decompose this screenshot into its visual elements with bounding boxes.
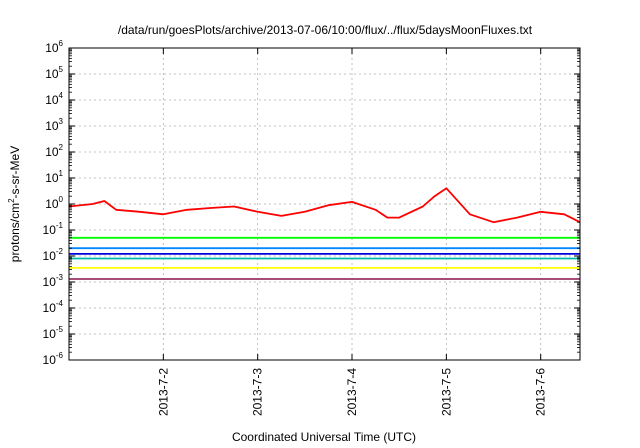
x-tick-label: 2013-7-2 — [156, 368, 170, 416]
y-tick-label: 10-6 — [43, 351, 64, 367]
y-tick-label: 101 — [45, 169, 63, 185]
x-tick-label: 2013-7-5 — [439, 368, 453, 416]
y-tick-label: 10-2 — [43, 247, 64, 263]
y-tick-label: 103 — [45, 117, 63, 133]
chart-title: /data/run/goesPlots/archive/2013-07-06/1… — [118, 23, 533, 37]
x-tick-label: 2013-7-3 — [251, 368, 265, 416]
y-axis: 10-6 10-5 10-4 10-3 10-2 10-1 100 101 102 103 104 1… — [43, 39, 580, 367]
y-tick-label: 10-5 — [43, 325, 64, 341]
y-axis-label-base: protons/cm — [8, 203, 22, 262]
y-tick-label: 10-1 — [43, 221, 64, 237]
x-tick-label: 2013-7-6 — [534, 368, 548, 416]
y-axis-label-sup: 2 — [7, 198, 16, 203]
y-axis-label: protons/cm2-s-sr-MeV — [7, 146, 22, 262]
y-tick-label: 105 — [45, 65, 63, 81]
y-tick-label: 10-3 — [43, 273, 64, 289]
grid — [69, 48, 580, 360]
y-tick-label: 102 — [45, 143, 63, 159]
series-group — [68, 187, 581, 280]
x-axis: 2013-7-2 2013-7-3 2013-7-4 2013-7-5 2013-7-6 — [156, 48, 548, 416]
series-line-1 — [68, 187, 581, 224]
y-tick-label: 100 — [45, 195, 63, 211]
x-tick-label: 2013-7-4 — [345, 368, 359, 416]
y-tick-label: 10-4 — [43, 299, 64, 315]
y-tick-label: 106 — [45, 39, 63, 55]
x-axis-label: Coordinated Universal Time (UTC) — [232, 430, 416, 444]
y-axis-label-rest: -s-sr-MeV — [8, 146, 22, 199]
y-tick-label: 104 — [45, 91, 63, 107]
